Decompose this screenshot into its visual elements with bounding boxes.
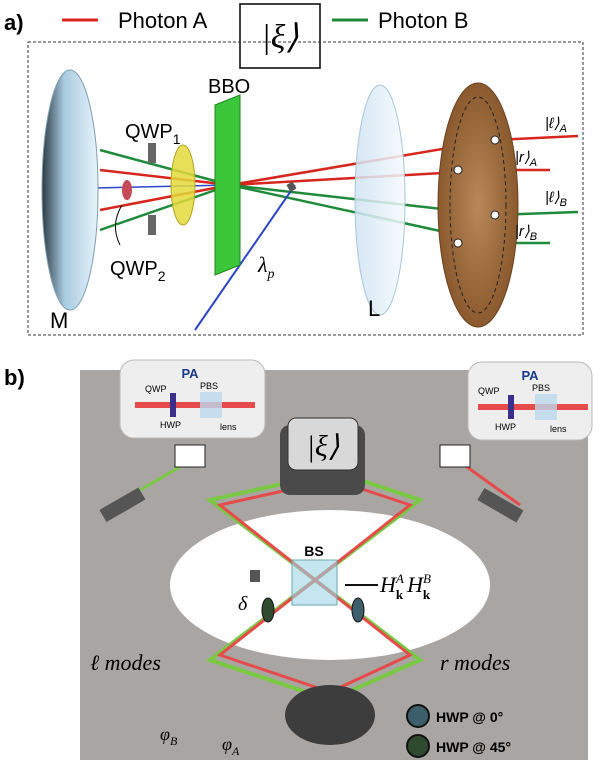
mirror: [285, 685, 375, 745]
qwp1: [171, 145, 195, 225]
delay-label: δ: [238, 593, 248, 615]
qwp2-label: QWP2: [110, 258, 166, 284]
part-label: HWP: [160, 420, 181, 430]
lens-label: L: [368, 296, 380, 321]
hwp-legend-label: HWP @ 45°: [436, 739, 511, 755]
mirror: [42, 70, 98, 310]
legend-label: Photon A: [118, 8, 208, 33]
state-label: |ξ⟩: [261, 19, 298, 56]
delay-plate: [250, 570, 260, 582]
legend-label: Photon B: [378, 8, 469, 33]
output-label: |ℓ⟩A: [545, 115, 567, 135]
part-label: PBS: [200, 381, 218, 391]
pump-label: λp: [257, 252, 275, 282]
page: {"panel_a": {"label": "a)", "legend": [{…: [0, 0, 599, 771]
part-label: lens: [220, 422, 237, 432]
hwp-swatch: [407, 735, 429, 757]
state-label: |ξ⟩: [307, 430, 340, 463]
block: [148, 143, 156, 163]
part-label: lens: [550, 424, 567, 434]
qwp2: [122, 180, 132, 200]
hwp: [262, 598, 274, 622]
output-label: |r⟩A: [515, 149, 537, 169]
outputs: |ℓ⟩A |r⟩A |ℓ⟩B |r⟩B: [515, 115, 567, 243]
mode-label: r modes: [440, 650, 510, 675]
bs-label: BS: [304, 543, 323, 559]
analyzer-title: PA: [521, 368, 539, 383]
mode-label: ℓ modes: [90, 650, 161, 675]
block: [148, 215, 156, 235]
analyzer: PA QWP PBS HWP lens: [468, 362, 592, 440]
part-label: QWP: [478, 386, 500, 396]
beam-splitter: [292, 560, 337, 605]
hwp-legend-label: HWP @ 0°: [436, 709, 503, 725]
lens: [355, 85, 405, 315]
part-label: HWP: [495, 422, 516, 432]
output-label: |r⟩B: [515, 223, 537, 243]
part-label: PBS: [532, 383, 550, 393]
figure: a) Photon A |ξ⟩ Photon B BBO QWP1 QWP2 M…: [0, 0, 599, 771]
bbo-label: BBO: [208, 76, 250, 98]
panel-label: b): [4, 365, 25, 390]
part-label: QWP: [145, 384, 167, 394]
hwp-swatch: [407, 705, 429, 727]
output-label: |ℓ⟩B: [545, 189, 567, 209]
detector: [175, 445, 205, 467]
analyzer: PA QWP PBS HWP lens: [120, 360, 265, 438]
analyzer-title: PA: [181, 366, 199, 381]
bbo-crystal: [215, 95, 240, 275]
detector: [440, 445, 470, 467]
hwp: [352, 598, 364, 622]
mirror-label: M: [50, 308, 68, 333]
panel-label: a): [4, 10, 24, 35]
